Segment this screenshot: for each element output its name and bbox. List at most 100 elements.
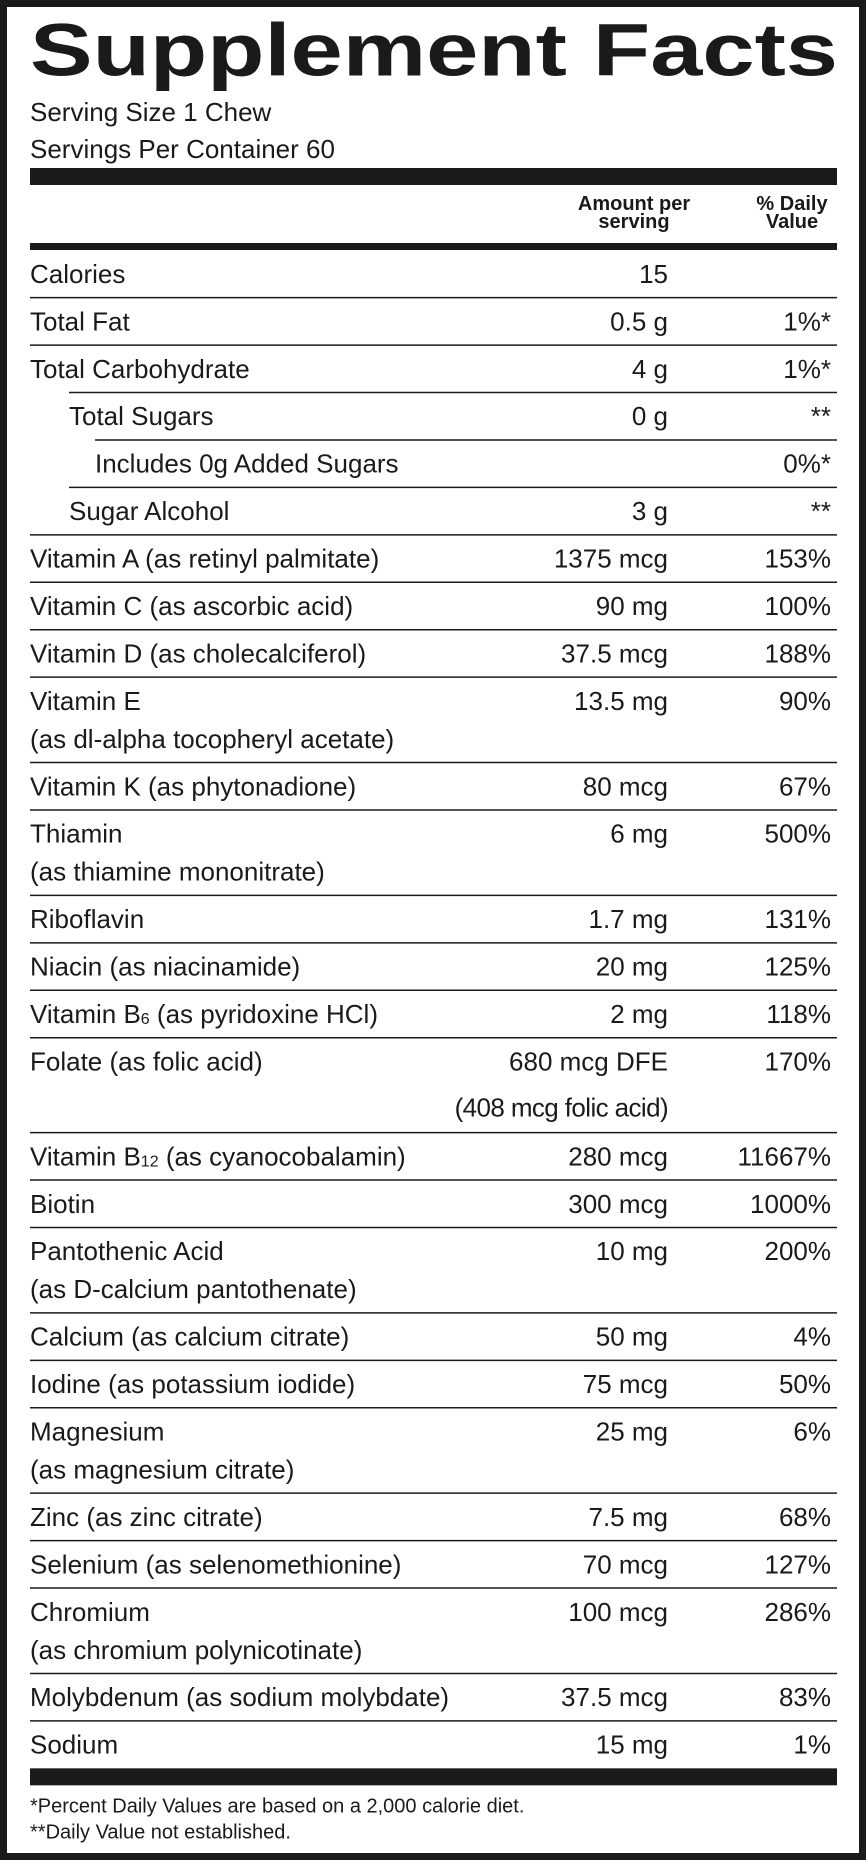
amount: 37.5 mcg <box>561 1682 668 1712</box>
nutrient-name-text: Magnesium <box>30 1416 164 1446</box>
nutrient-name: Total Fat <box>30 306 130 336</box>
nutrient-name: Selenium (as selenomethionine) <box>30 1549 401 1579</box>
daily-value: 1%* <box>783 306 831 336</box>
title: Supplement Facts <box>30 9 838 92</box>
nutrient-name: Pantothenic Acid <box>30 1236 224 1266</box>
nutrient-name: Riboflavin <box>30 904 144 934</box>
amount: 10 mg <box>596 1236 668 1266</box>
nutrient-name: Vitamin D (as cholecalciferol) <box>30 638 366 668</box>
column-header: % Daily <box>756 193 828 215</box>
nutrient-name: Chromium <box>30 1597 150 1627</box>
nutrient-name-rest: (as cyanocobalamin) <box>159 1141 406 1171</box>
nutrient-name: Molybdenum (as sodium molybdate) <box>30 1682 449 1712</box>
nutrient-detail: (as D-calcium pantothenate) <box>30 1274 357 1304</box>
daily-value: 6% <box>793 1416 831 1446</box>
nutrient-name-text: Biotin <box>30 1189 95 1219</box>
daily-value: 125% <box>765 952 832 982</box>
bottom-rule <box>30 1768 837 1786</box>
daily-value: 67% <box>779 771 831 801</box>
amount: 15 mg <box>596 1730 668 1760</box>
nutrient-subscript: 6 <box>141 1010 150 1027</box>
daily-value: 500% <box>765 819 832 849</box>
nutrient-name-text: Total Fat <box>30 306 130 336</box>
nutrient-name-text: Calcium (as calcium citrate) <box>30 1322 349 1352</box>
nutrient-name: Zinc (as zinc citrate) <box>30 1502 263 1532</box>
nutrient-detail: (as magnesium citrate) <box>30 1454 294 1484</box>
amount: 25 mg <box>596 1416 668 1446</box>
daily-value: 1% <box>793 1730 831 1760</box>
daily-value: 100% <box>765 591 832 621</box>
amount: 0 g <box>632 401 668 431</box>
daily-value: 1000% <box>750 1189 831 1219</box>
nutrient-name: Biotin <box>30 1189 95 1219</box>
nutrient-name-text: Includes 0g Added Sugars <box>95 449 399 479</box>
daily-value: ** <box>811 401 831 431</box>
amount: 20 mg <box>596 952 668 982</box>
nutrient-name-text: Zinc (as zinc citrate) <box>30 1502 263 1532</box>
nutrient-name-text: Vitamin E <box>30 686 141 716</box>
nutrient-name-text: Thiamin <box>30 819 122 849</box>
nutrient-name: Vitamin B6 (as pyridoxine HCl) <box>30 999 378 1029</box>
amount: 6 mg <box>610 819 668 849</box>
daily-value: 153% <box>765 544 832 574</box>
daily-value: 4% <box>793 1322 831 1352</box>
nutrient-name-text: Vitamin A (as retinyl palmitate) <box>30 544 379 574</box>
nutrient-name: Iodine (as potassium iodide) <box>30 1369 355 1399</box>
amount: 4 g <box>632 354 668 384</box>
daily-value: 286% <box>765 1597 832 1627</box>
nutrient-name-text: Total Sugars <box>69 401 214 431</box>
daily-value: 50% <box>779 1369 831 1399</box>
amount: 7.5 mg <box>589 1502 669 1532</box>
amount: 37.5 mcg <box>561 638 668 668</box>
amount: 90 mg <box>596 591 668 621</box>
nutrient-name-text: Riboflavin <box>30 904 144 934</box>
nutrient-name-text: Vitamin B <box>30 1141 141 1171</box>
nutrient-name-text: Calories <box>30 259 125 289</box>
daily-value: 118% <box>766 999 831 1029</box>
nutrient-name: Folate (as folic acid) <box>30 1046 263 1076</box>
nutrient-subscript: 12 <box>141 1153 159 1170</box>
nutrient-name: Calcium (as calcium citrate) <box>30 1322 349 1352</box>
nutrient-name-text: Total Carbohydrate <box>30 354 250 384</box>
amount: 75 mcg <box>583 1369 668 1399</box>
nutrient-name-text: Sugar Alcohol <box>69 496 229 526</box>
nutrient-name: Sugar Alcohol <box>69 496 229 526</box>
daily-value: 188% <box>765 638 832 668</box>
thick-rule <box>30 168 837 185</box>
daily-value: 90% <box>779 686 831 716</box>
amount: 100 mcg <box>568 1597 668 1627</box>
nutrient-name: Vitamin K (as phytonadione) <box>30 771 356 801</box>
nutrient-name-rest: (as pyridoxine HCl) <box>150 999 378 1029</box>
daily-value: 200% <box>765 1236 832 1266</box>
daily-value: 1%* <box>783 354 831 384</box>
nutrient-name-text: Vitamin K (as phytonadione) <box>30 771 356 801</box>
amount: 1375 mcg <box>554 544 668 574</box>
amount: 2 mg <box>610 999 668 1029</box>
daily-value: 127% <box>765 1549 832 1579</box>
nutrient-name-text: Chromium <box>30 1597 150 1627</box>
nutrient-name: Includes 0g Added Sugars <box>95 449 399 479</box>
nutrient-name-text: Molybdenum (as sodium molybdate) <box>30 1682 449 1712</box>
header-rule <box>30 243 837 250</box>
amount: 680 mcg DFE <box>509 1046 668 1076</box>
footnote: **Daily Value not established. <box>30 1821 291 1843</box>
column-header: Value <box>766 211 818 233</box>
nutrient-name-text: Folate (as folic acid) <box>30 1046 263 1076</box>
daily-value: 170% <box>765 1046 832 1076</box>
nutrient-name-text: Vitamin D (as cholecalciferol) <box>30 638 366 668</box>
amount: 3 g <box>632 496 668 526</box>
amount: 0.5 g <box>610 306 668 336</box>
nutrient-name: Total Carbohydrate <box>30 354 250 384</box>
nutrient-name: Total Sugars <box>69 401 214 431</box>
nutrient-name-text: Vitamin B <box>30 999 141 1029</box>
nutrient-detail: (as chromium polynicotinate) <box>30 1635 362 1665</box>
nutrient-name-text: Vitamin C (as ascorbic acid) <box>30 591 353 621</box>
amount: 15 <box>639 259 668 289</box>
nutrient-detail: (as dl-alpha tocopheryl acetate) <box>30 724 394 754</box>
amount: 13.5 mg <box>574 686 668 716</box>
column-header: Amount per <box>578 193 690 215</box>
amount: 280 mcg <box>568 1141 668 1171</box>
